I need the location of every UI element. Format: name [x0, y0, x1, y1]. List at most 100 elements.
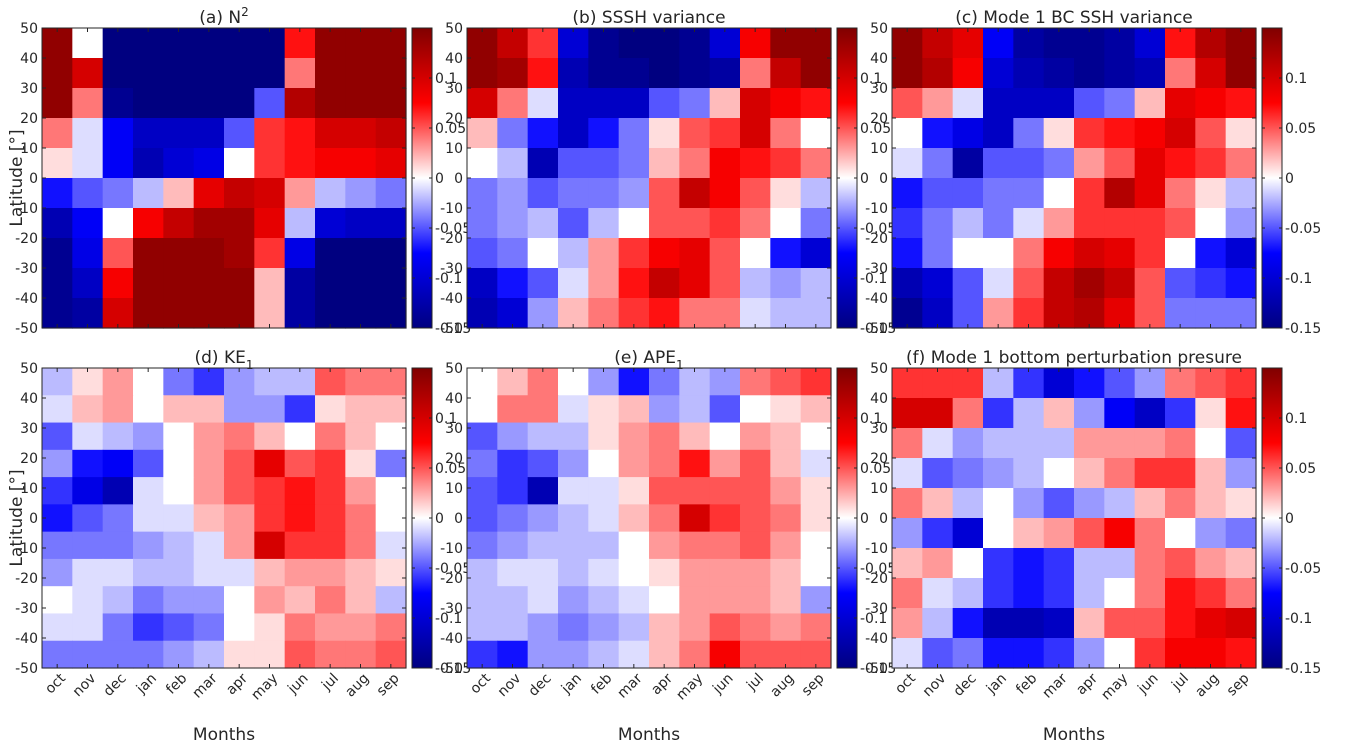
heatmap-cells [892, 368, 1257, 669]
y-tick-label: 40 [20, 51, 38, 67]
colorbar-tick-label: -0.05 [860, 221, 896, 237]
heatmap-cell [315, 395, 346, 424]
heatmap-cell [133, 368, 164, 396]
heatmap-cell [922, 208, 954, 239]
heatmap-cell [497, 268, 529, 299]
heatmap-cell [770, 395, 802, 424]
y-tick-label: -40 [440, 291, 463, 307]
heatmap-cell [467, 178, 498, 209]
y-tick-label: -10 [865, 541, 888, 557]
heatmap-cell [709, 268, 741, 299]
heatmap-cell [467, 395, 498, 424]
heatmap-cell [102, 238, 134, 269]
heatmap-cell [497, 148, 529, 179]
colorbar-tick-label: 0 [1285, 511, 1294, 527]
heatmap-cell [679, 531, 711, 560]
heatmap-cell [618, 178, 650, 209]
heatmap-cell [284, 28, 316, 59]
heatmap-cell [740, 118, 771, 149]
heatmap-cell [649, 88, 680, 119]
heatmap-cell [72, 88, 104, 119]
y-tick-label: 30 [20, 81, 38, 97]
heatmap-cell [254, 268, 286, 299]
heatmap-cell [800, 118, 832, 149]
x-tick-label: mar [615, 670, 646, 701]
y-tick-label: -10 [440, 541, 463, 557]
heatmap-cell [133, 449, 164, 478]
heatmap-cell [42, 368, 73, 396]
heatmap-cell [588, 28, 620, 59]
heatmap-cell [497, 298, 529, 329]
heatmap-cell [42, 148, 73, 179]
heatmap-cell [1134, 178, 1166, 209]
heatmap-cell [892, 238, 923, 269]
heatmap-cell [983, 518, 1014, 549]
x-tick-label: dec [526, 671, 555, 700]
heatmap-cell [922, 368, 954, 399]
heatmap-cell [254, 208, 286, 239]
heatmap-cell [922, 268, 954, 299]
heatmap-cell [1074, 638, 1105, 669]
heatmap-cell [1195, 638, 1227, 669]
heatmap-cell [740, 268, 771, 299]
heatmap-cell [163, 449, 195, 478]
y-tick-label: 40 [445, 51, 463, 67]
heatmap-cell [72, 28, 104, 59]
y-tick-label: 20 [870, 451, 888, 467]
heatmap-cell [922, 578, 954, 609]
heatmap-cell [679, 28, 711, 59]
heatmap-cell [102, 208, 134, 239]
heatmap-cell [952, 298, 984, 329]
heatmap-cell [649, 531, 680, 560]
heatmap-cell [618, 58, 650, 89]
heatmap-cell [345, 586, 377, 615]
y-tick-label: 10 [445, 481, 463, 497]
heatmap-cell [72, 558, 104, 587]
heatmap-cell [1074, 118, 1105, 149]
heatmap-cell [315, 586, 346, 615]
heatmap-cell [163, 477, 195, 505]
heatmap-cell [193, 395, 225, 424]
heatmap-cell [983, 208, 1014, 239]
heatmap-cell [1195, 58, 1227, 89]
heatmap-cell [983, 548, 1014, 579]
heatmap-cell [709, 368, 741, 396]
panel-title: (a) N2 [199, 5, 248, 28]
heatmap-cell [770, 178, 802, 209]
heatmap-cell [315, 268, 346, 299]
heatmap-cell [1165, 58, 1196, 89]
heatmap-cell [983, 238, 1014, 269]
y-tick-label: -20 [15, 231, 38, 247]
heatmap-cell [952, 88, 984, 119]
heatmap-cell [800, 558, 832, 587]
heatmap-cell [72, 477, 104, 505]
y-tick-label: -30 [15, 601, 38, 617]
panel-title-superscript: 2 [241, 5, 249, 19]
heatmap-cell [558, 531, 589, 560]
heatmap-cell [42, 558, 73, 587]
heatmap-cell [800, 238, 832, 269]
colorbar-tick-label: -0.05 [860, 561, 896, 577]
heatmap-cell [740, 148, 771, 179]
heatmap-cell [193, 477, 225, 505]
heatmap-cell [922, 548, 954, 579]
heatmap-cell [1013, 548, 1045, 579]
heatmap-cell [72, 422, 104, 451]
heatmap-cell [1165, 238, 1196, 269]
heatmap-cell [649, 422, 680, 451]
heatmap-cell [558, 395, 589, 424]
heatmap-cell [1104, 208, 1136, 239]
heatmap-cell [133, 238, 164, 269]
heatmap-cell [284, 504, 316, 533]
heatmap-cell [224, 178, 255, 209]
panel-title-subscript: 1 [246, 358, 254, 372]
y-tick-label: -40 [440, 631, 463, 647]
heatmap-cell [922, 148, 954, 179]
heatmap-cell [42, 477, 73, 505]
heatmap-cell [467, 477, 498, 505]
heatmap-cell [163, 422, 195, 451]
heatmap-cell [467, 558, 498, 587]
